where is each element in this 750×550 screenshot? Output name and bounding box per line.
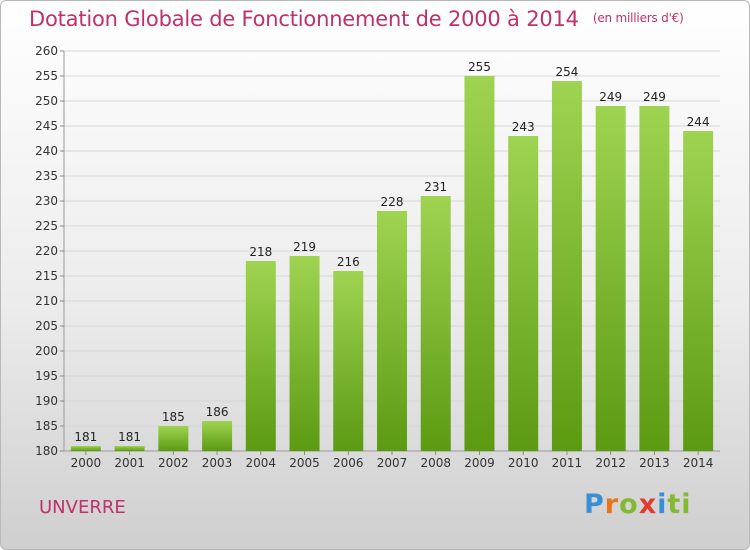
value-label-2000: 181	[74, 430, 97, 444]
bar-2001	[114, 446, 145, 451]
y-tick-label: 240	[35, 144, 58, 158]
y-tick-label: 255	[35, 69, 58, 83]
value-label-2009: 255	[468, 60, 491, 74]
x-tick-label-2004: 2004	[246, 456, 277, 470]
commune-name: UNVERRE	[39, 497, 126, 518]
y-tick-label: 195	[35, 369, 58, 383]
bar-2000	[70, 446, 101, 451]
y-tick-label: 180	[35, 444, 58, 458]
bar-2009	[464, 76, 495, 451]
value-label-2011: 254	[555, 65, 578, 79]
value-label-2012: 249	[599, 90, 622, 104]
x-tick-label-2013: 2013	[639, 456, 670, 470]
value-label-2006: 216	[337, 255, 360, 269]
x-tick-label-2011: 2011	[552, 456, 583, 470]
value-label-2007: 228	[381, 195, 404, 209]
x-tick-label-2014: 2014	[683, 456, 714, 470]
value-label-2010: 243	[512, 120, 535, 134]
y-tick-label: 260	[35, 44, 58, 58]
y-tick-label: 185	[35, 419, 58, 433]
x-tick-label-2007: 2007	[377, 456, 408, 470]
x-tick-label-2012: 2012	[595, 456, 626, 470]
bar-2012	[595, 106, 626, 451]
bar-2002	[158, 426, 189, 451]
value-label-2014: 244	[687, 115, 710, 129]
y-tick-label: 215	[35, 269, 58, 283]
x-tick-label-2000: 2000	[71, 456, 102, 470]
proxiti-logo: Proxiti	[584, 489, 692, 520]
y-tick-label: 205	[35, 319, 58, 333]
bar-2013	[639, 106, 670, 451]
bar-2010	[508, 136, 539, 451]
chart-subtitle: (en milliers d'€)	[592, 11, 684, 25]
x-tick-label-2002: 2002	[158, 456, 189, 470]
y-tick-label: 235	[35, 169, 58, 183]
x-tick-label-2008: 2008	[420, 456, 451, 470]
x-tick-label-2005: 2005	[289, 456, 320, 470]
value-label-2002: 185	[162, 410, 185, 424]
bar-2007	[377, 211, 407, 451]
bar-2004	[245, 261, 276, 451]
y-tick-label: 230	[35, 194, 58, 208]
x-axis-ticks: 2000 2001 2002 2003 2004 2005 2006 2007 2008 2009…	[71, 451, 714, 470]
bar-2003	[202, 421, 233, 451]
y-tick-label: 200	[35, 344, 58, 358]
y-tick-label: 225	[35, 219, 58, 233]
value-label-2005: 219	[293, 240, 316, 254]
value-label-2013: 249	[643, 90, 666, 104]
x-tick-label-2001: 2001	[114, 456, 145, 470]
value-label-2003: 186	[206, 405, 229, 419]
y-tick-label: 220	[35, 244, 58, 258]
y-tick-label: 210	[35, 294, 58, 308]
value-label-2001: 181	[118, 430, 141, 444]
chart-title: Dotation Globale de Fonctionnement de 20…	[29, 7, 684, 31]
x-tick-label-2006: 2006	[333, 456, 364, 470]
chart-title-text: Dotation Globale de Fonctionnement de 20…	[29, 7, 579, 31]
bar-2008	[420, 196, 451, 451]
bars	[70, 76, 714, 451]
bar-2005	[289, 256, 320, 451]
value-labels: 181 181 185 186 218 219 216 228 231 255 243 254 249 2…	[74, 60, 709, 444]
bar-2011	[551, 81, 582, 451]
value-label-2008: 231	[424, 180, 447, 194]
y-tick-label: 250	[35, 94, 58, 108]
value-label-2004: 218	[249, 245, 272, 259]
y-tick-label: 245	[35, 119, 58, 133]
x-tick-label-2003: 2003	[202, 456, 233, 470]
x-tick-label-2010: 2010	[508, 456, 539, 470]
y-tick-label: 190	[35, 394, 58, 408]
bar-2006	[333, 271, 364, 451]
x-tick-label-2009: 2009	[464, 456, 495, 470]
y-axis-ticks: 180 185 190 195 200 205 210 215 220 225 230 235 240 2…	[35, 44, 64, 458]
bar-2014	[683, 131, 714, 451]
